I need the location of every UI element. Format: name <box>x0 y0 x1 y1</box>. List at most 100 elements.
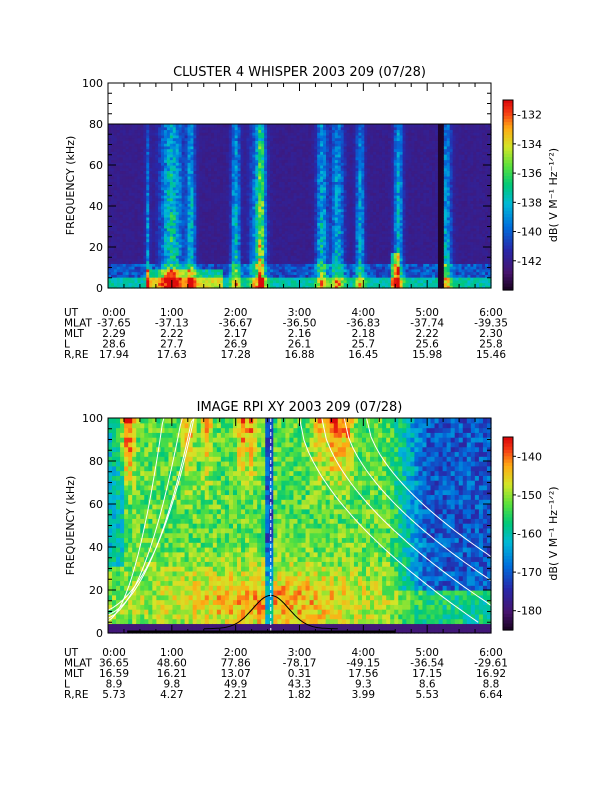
colorbar-tick-label: -160 <box>517 528 542 541</box>
ephemeris-row-label: R,RE <box>64 689 89 701</box>
ephemeris-value: 17.94 <box>99 349 129 361</box>
colorbar-tick-label: -138 <box>517 196 542 209</box>
ephemeris-value: 0:00 <box>102 307 126 319</box>
ephemeris-value: 25.8 <box>479 339 502 351</box>
panel-title: IMAGE RPI XY 2003 209 (07/28) <box>197 400 403 415</box>
y-axis-label: FREQUENCY (kHz) <box>64 136 77 236</box>
ephemeris-value: 5.73 <box>102 689 125 701</box>
colorbar-tick-label: -140 <box>517 226 542 239</box>
ephemeris-row-label: MLT <box>64 328 84 340</box>
ephemeris-value: 16.45 <box>348 349 378 361</box>
ephemeris-value: -49.15 <box>346 658 380 670</box>
ephemeris-value: 2.16 <box>288 328 312 340</box>
spectrogram-cells <box>108 418 492 634</box>
colorbar-frame <box>502 99 514 291</box>
ephemeris-value: 3:00 <box>288 647 312 659</box>
ephemeris-value: 3:00 <box>288 307 312 319</box>
ephemeris-value: -37.65 <box>97 318 131 330</box>
ephemeris-value: 2.21 <box>224 689 247 701</box>
ephemeris-row-label: UT <box>64 307 79 319</box>
panel-2: IMAGE RPI XY 2003 209 (07/28) 0 20 40 60 80 10… <box>64 400 560 701</box>
ephemeris-value: 4:00 <box>352 307 376 319</box>
ephemeris-value: 48.60 <box>157 658 187 670</box>
ephemeris-value: 8.8 <box>483 679 500 691</box>
y-tick-label: 60 <box>89 498 103 511</box>
ephemeris-value: -39.35 <box>474 318 508 330</box>
y-tick-label: 20 <box>89 241 103 254</box>
spectrogram-cells <box>108 124 492 289</box>
ephemeris-value: 1.82 <box>288 689 311 701</box>
panel-title: CLUSTER 4 WHISPER 2003 209 (07/28) <box>173 65 426 80</box>
colorbar-tick-label: -150 <box>517 489 542 502</box>
ephemeris-value: -36.67 <box>219 318 253 330</box>
ephemeris-value: 8.9 <box>106 679 123 691</box>
ephemeris-value: 28.6 <box>102 339 126 351</box>
ephemeris-table: UT 0:00 1:00 2:00 3:00 4:00 5:00 6:00 MLAT 36.65 4… <box>64 647 508 701</box>
ephemeris-value: 4:00 <box>352 647 376 659</box>
ephemeris-value: 17.15 <box>412 668 442 680</box>
ephemeris-value: 26.1 <box>288 339 311 351</box>
ephemeris-value: 0:00 <box>102 647 126 659</box>
x-axis <box>107 418 492 633</box>
ephemeris-value: 1:00 <box>160 307 184 319</box>
ephemeris-value: 17.63 <box>157 349 187 361</box>
ephemeris-value: 16.21 <box>157 668 187 680</box>
ephemeris-row-label: L <box>64 679 70 691</box>
ephemeris-value: 2.30 <box>479 328 502 340</box>
ephemeris-value: 6:00 <box>479 647 503 659</box>
ephemeris-value: 25.7 <box>352 339 375 351</box>
ephemeris-value: 77.86 <box>221 658 251 670</box>
ephemeris-value: 8.6 <box>419 679 436 691</box>
ephemeris-value: 4.27 <box>160 689 183 701</box>
ephemeris-value: 5:00 <box>415 307 439 319</box>
ephemeris-value: 0.31 <box>288 668 311 680</box>
y-axis: 0 20 40 60 80 100 FREQUENCY (kHz) <box>64 412 491 640</box>
ephemeris-value: 16.92 <box>476 668 506 680</box>
ephemeris-value: 27.7 <box>160 339 183 351</box>
x-axis <box>107 83 492 288</box>
colorbar-tick-label: -140 <box>517 450 542 463</box>
ephemeris-row-label: MLAT <box>64 318 93 330</box>
y-tick-label: 40 <box>89 200 103 213</box>
ephemeris-table: UT 0:00 1:00 2:00 3:00 4:00 5:00 6:00 MLAT -37.65… <box>64 307 508 361</box>
ephemeris-value: 2.18 <box>352 328 375 340</box>
colorbar-tick-label: -142 <box>517 255 542 268</box>
ephemeris-value: 2:00 <box>224 647 248 659</box>
ephemeris-value: 3.99 <box>352 689 375 701</box>
ephemeris-value: 2.22 <box>415 328 438 340</box>
ephemeris-value: 17.56 <box>348 668 378 680</box>
y-tick-label: 40 <box>89 541 103 554</box>
ephemeris-value: -36.50 <box>283 318 317 330</box>
overlay-curve-right <box>299 417 479 623</box>
ephemeris-value: 36.65 <box>99 658 129 670</box>
ephemeris-row-label: UT <box>64 647 79 659</box>
ephemeris-row-label: MLT <box>64 668 84 680</box>
ephemeris-value: 25.6 <box>415 339 439 351</box>
colorbar-tick-label: -170 <box>517 566 542 579</box>
y-axis-label: FREQUENCY (kHz) <box>64 476 77 576</box>
ephemeris-value: 9.3 <box>355 679 372 691</box>
ephemeris-value: 6:00 <box>479 307 503 319</box>
y-tick-label: 100 <box>82 77 103 90</box>
ephemeris-value: 1:00 <box>160 647 184 659</box>
colorbar-tick-label: -134 <box>517 138 542 151</box>
panel-1: CLUSTER 4 WHISPER 2003 209 (07/28) 0 20 40 6… <box>64 65 560 361</box>
colorbar-tick-label: -136 <box>517 167 542 180</box>
ephemeris-row-label: R,RE <box>64 349 89 361</box>
ephemeris-value: -37.74 <box>410 318 444 330</box>
ephemeris-value: 17.28 <box>221 349 251 361</box>
ephemeris-value: 16.59 <box>99 668 129 680</box>
ephemeris-value: 16.88 <box>284 349 314 361</box>
ephemeris-value: 9.8 <box>163 679 180 691</box>
ephemeris-value: 2.17 <box>224 328 247 340</box>
colorbar: -140 -150 -160 -170 -180 dB( V M⁻¹ Hz⁻¹ᐟ²) <box>502 436 560 631</box>
ephemeris-value: 43.3 <box>288 679 311 691</box>
ephemeris-value: 2.22 <box>160 328 183 340</box>
colorbar-tick-label: -180 <box>517 605 542 618</box>
ephemeris-value: 15.98 <box>412 349 442 361</box>
y-tick-label: 60 <box>89 159 103 172</box>
ephemeris-value: 13.07 <box>221 668 251 680</box>
ephemeris-value: -36.54 <box>410 658 444 670</box>
y-tick-label: 0 <box>96 282 103 295</box>
ephemeris-value: -78.17 <box>283 658 317 670</box>
